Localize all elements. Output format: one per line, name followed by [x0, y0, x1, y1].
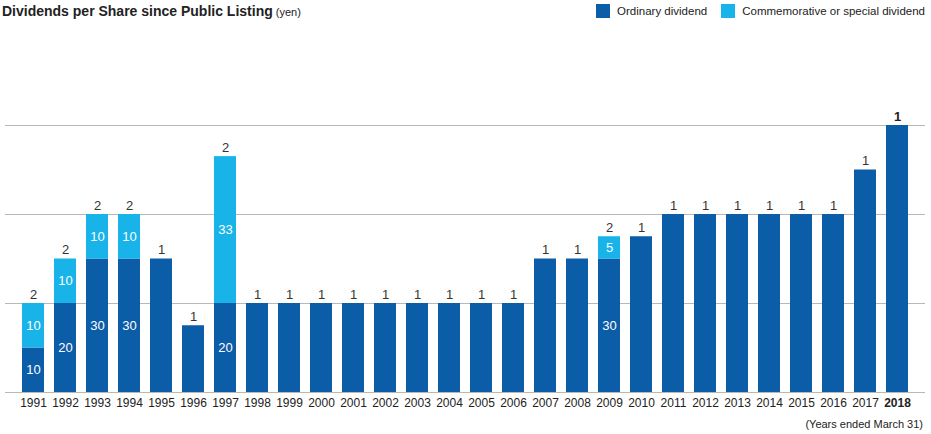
svg-text:2012: 2012: [692, 396, 719, 410]
svg-text:1: 1: [190, 309, 197, 324]
svg-text:1: 1: [862, 153, 869, 168]
svg-text:30: 30: [602, 318, 616, 333]
svg-text:20: 20: [58, 340, 72, 355]
svg-text:1992: 1992: [52, 396, 79, 410]
svg-text:2: 2: [126, 198, 133, 213]
svg-text:1: 1: [318, 287, 325, 302]
svg-text:2001: 2001: [340, 396, 367, 410]
svg-text:2005: 2005: [468, 396, 495, 410]
svg-text:1: 1: [638, 220, 645, 235]
svg-text:2007: 2007: [532, 396, 559, 410]
svg-text:2015: 2015: [788, 396, 815, 410]
svg-text:1994: 1994: [116, 396, 143, 410]
svg-text:2: 2: [606, 220, 613, 235]
svg-text:2: 2: [30, 287, 37, 302]
svg-text:1995: 1995: [148, 396, 175, 410]
svg-text:2009: 2009: [596, 396, 623, 410]
html-text:(Years ended March 31): (Years ended March 31): [805, 418, 923, 430]
svg-text:5: 5: [606, 240, 613, 255]
html-text:Ordinary dividend: Ordinary dividend: [617, 5, 708, 17]
svg-text:2016: 2016: [820, 396, 847, 410]
svg-text:1: 1: [254, 287, 261, 302]
svg-text:10: 10: [90, 229, 104, 244]
svg-text:33: 33: [218, 222, 232, 237]
svg-text:30: 30: [122, 318, 136, 333]
svg-text:1: 1: [670, 198, 677, 213]
svg-text:10: 10: [122, 229, 136, 244]
svg-text:1999: 1999: [276, 396, 303, 410]
svg-text:10: 10: [58, 273, 72, 288]
svg-text:1997: 1997: [212, 396, 239, 410]
svg-text:10: 10: [26, 318, 40, 333]
html-text:Commemorative or special divid: Commemorative or special dividend: [742, 5, 925, 17]
svg-text:2014: 2014: [756, 396, 783, 410]
svg-text:2008: 2008: [564, 396, 591, 410]
svg-text:2: 2: [62, 242, 69, 257]
svg-text:1: 1: [286, 287, 293, 302]
svg-text:2018: 2018: [884, 396, 911, 410]
svg-text:1998: 1998: [244, 396, 271, 410]
svg-text:1: 1: [574, 242, 581, 257]
svg-text:1: 1: [350, 287, 357, 302]
svg-text:1: 1: [894, 109, 901, 124]
svg-text:1: 1: [158, 242, 165, 257]
svg-text:30: 30: [90, 318, 104, 333]
svg-text:2004: 2004: [436, 396, 463, 410]
svg-text:2003: 2003: [404, 396, 431, 410]
svg-text:2000: 2000: [308, 396, 335, 410]
svg-text:20: 20: [218, 340, 232, 355]
svg-text:1996: 1996: [180, 396, 207, 410]
svg-text:1: 1: [830, 198, 837, 213]
svg-text:1: 1: [478, 287, 485, 302]
svg-text:1991: 1991: [20, 396, 47, 410]
svg-text:2: 2: [222, 140, 229, 155]
svg-text:1: 1: [702, 198, 709, 213]
svg-text:2011: 2011: [661, 396, 687, 410]
svg-text:1: 1: [734, 198, 741, 213]
svg-text:1: 1: [510, 287, 517, 302]
svg-text:2: 2: [94, 198, 101, 213]
svg-text:2017: 2017: [852, 396, 879, 410]
svg-text:1: 1: [542, 242, 549, 257]
svg-text:10: 10: [26, 362, 40, 377]
svg-text:2006: 2006: [500, 396, 527, 410]
svg-text:1: 1: [766, 198, 773, 213]
svg-text:1: 1: [414, 287, 421, 302]
svg-text:1993: 1993: [84, 396, 111, 410]
svg-text:2010: 2010: [628, 396, 655, 410]
svg-text:1: 1: [798, 198, 805, 213]
html-text:Dividends per Share since Publ: Dividends per Share since Public Listing…: [2, 3, 301, 19]
svg-text:2002: 2002: [372, 396, 399, 410]
svg-text:2013: 2013: [724, 396, 751, 410]
svg-text:1: 1: [382, 287, 389, 302]
svg-text:1: 1: [446, 287, 453, 302]
